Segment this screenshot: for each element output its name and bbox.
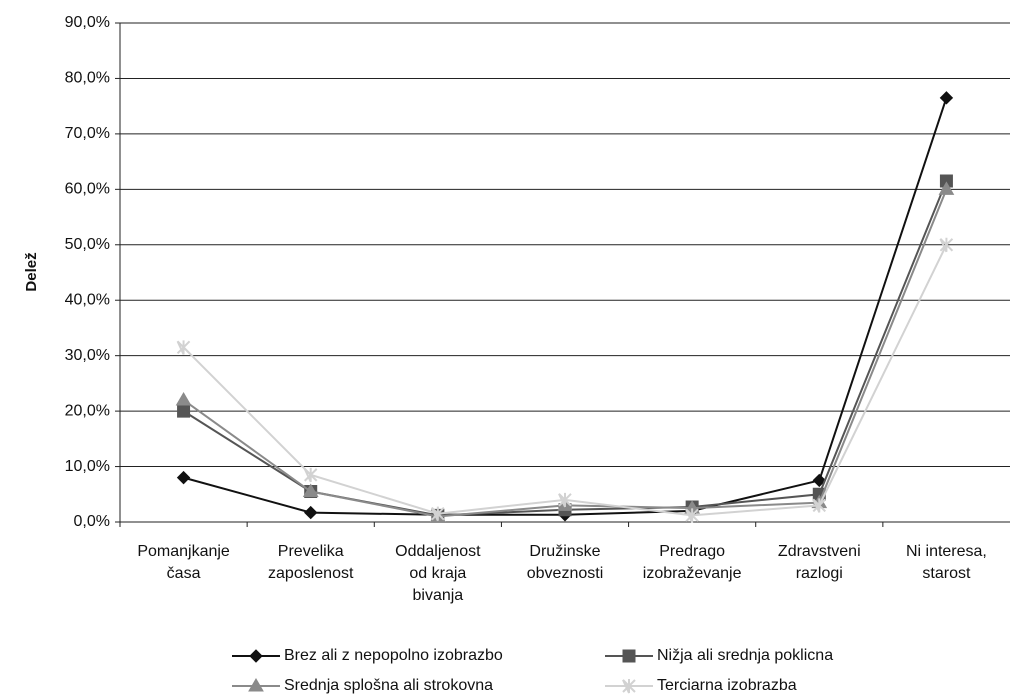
y-tick-label: 60,0% [65, 181, 110, 198]
y-tick-label: 40,0% [65, 291, 110, 308]
legend-marker [249, 649, 263, 663]
marker [939, 174, 953, 188]
marker [175, 392, 192, 406]
series [176, 91, 954, 522]
series-line [182, 244, 948, 517]
y-tick-label: 70,0% [65, 125, 110, 142]
x-tick-label: Družinske obveznosti [527, 543, 604, 582]
y-tick-label: 0,0% [74, 513, 110, 530]
marker [304, 505, 318, 520]
series-line [183, 97, 948, 516]
x-tick-label: Pomanjkanje časa [137, 543, 230, 582]
marker [938, 181, 955, 195]
marker [302, 483, 319, 498]
legend-marker [622, 679, 636, 694]
marker [939, 237, 954, 253]
series-line [182, 188, 948, 518]
y-tick-label: 20,0% [65, 402, 110, 419]
marker [430, 506, 445, 522]
y-tick-label: 90,0% [65, 14, 110, 31]
marker [176, 470, 191, 485]
marker [558, 492, 572, 508]
x-tick-label: Zdravstveni razlogi [778, 543, 861, 582]
x-tick-label: Predrago izobraževanje [643, 543, 742, 582]
x-tick-label: Ni interesa, starost [906, 543, 987, 582]
y-tick-label: 30,0% [65, 347, 110, 364]
y-axis-title: Delež [23, 252, 40, 291]
y-tick-label: 10,0% [65, 458, 110, 475]
y-tick-label: 50,0% [65, 236, 110, 253]
marker [812, 498, 826, 513]
x-tick-label: Oddaljenost od kraja bivanja [395, 543, 481, 604]
marker [939, 91, 954, 105]
legend-label: Nižja ali srednja poklicna [657, 647, 833, 664]
marker [812, 473, 826, 488]
marker [303, 467, 318, 483]
series-line [183, 180, 948, 517]
marker [177, 404, 191, 418]
x-tick-label: Prevelika zaposlenost [268, 543, 354, 582]
marker [176, 340, 191, 355]
legend-marker [248, 678, 264, 692]
series [176, 237, 954, 523]
legend-label: Brez ali z nepopolno izobrazbo [284, 647, 503, 664]
y-tick-label: 80,0% [65, 70, 110, 87]
marker [685, 508, 699, 523]
legend-marker [622, 649, 636, 663]
legend-label: Terciarna izobrazba [657, 677, 797, 694]
legend-label: Srednja splošna ali strokovna [284, 677, 493, 694]
